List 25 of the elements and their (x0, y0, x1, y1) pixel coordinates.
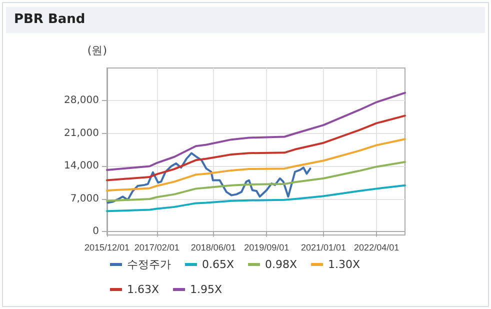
y-tick-label: 21,000 (64, 128, 99, 139)
line-series (106, 92, 406, 171)
line-series (106, 184, 406, 212)
line-series (106, 161, 406, 202)
x-tick-label: 2017/02/01 (134, 242, 180, 252)
y-tick-label: 28,000 (64, 95, 99, 106)
legend-label: 1.63X (127, 283, 160, 296)
line-series (106, 152, 312, 204)
line-series (106, 138, 406, 192)
legend-label: 1.30X (328, 258, 361, 271)
legend-label: 0.65X (202, 258, 234, 271)
x-tick-label: 2022/04/01 (354, 242, 400, 252)
x-tick-label: 2015/12/01 (84, 242, 130, 252)
x-tick-label: 2019/09/01 (244, 242, 290, 252)
legend-label: 1.95X (190, 283, 223, 296)
legend-label: 0.98X (265, 258, 298, 271)
x-tick-label: 2021/01/01 (301, 242, 346, 252)
y-tick-label: 0 (92, 226, 99, 238)
x-tick-label: 2018/06/01 (190, 242, 236, 252)
y-tick-label: 14,000 (64, 160, 99, 172)
y-tick-label: 7,000 (70, 193, 99, 204)
chart-title: PBR Band (14, 12, 86, 27)
y-axis-title: (원) (87, 44, 107, 57)
legend-label: 수정주가 (127, 258, 171, 271)
line-series (106, 114, 406, 182)
